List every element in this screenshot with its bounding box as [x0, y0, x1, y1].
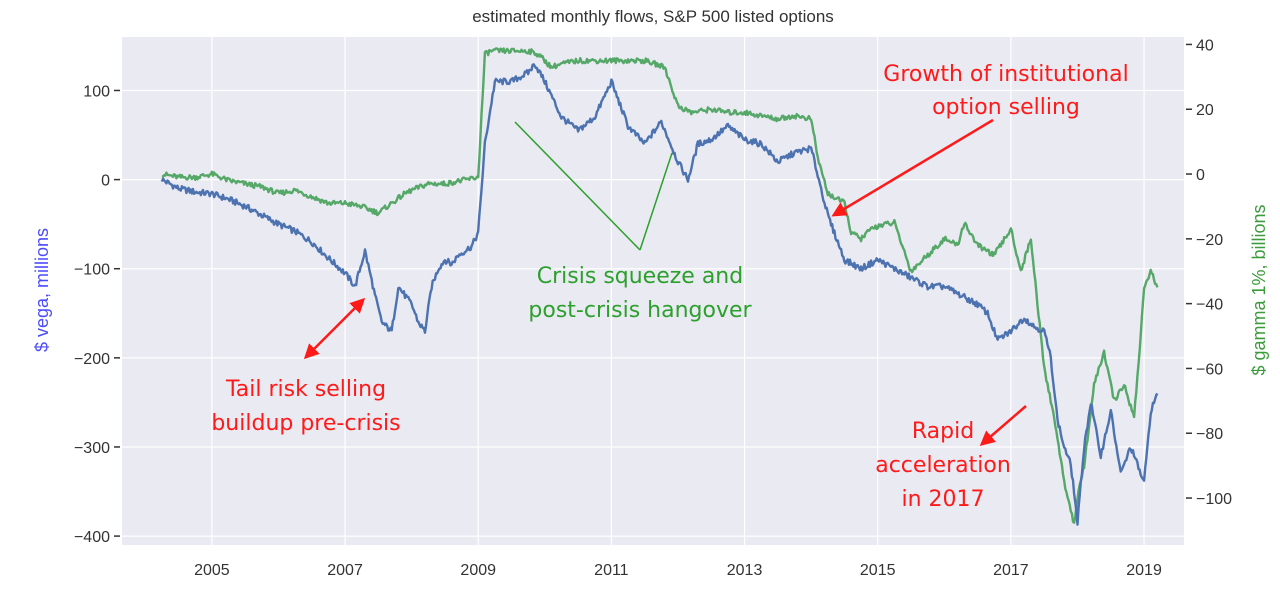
x-tick-label: 2017 — [993, 562, 1029, 579]
x-tick-label: 2005 — [194, 562, 230, 579]
annotation-rapid-line3: in 2017 — [901, 487, 984, 512]
chart-title: estimated monthly flows, S&P 500 listed … — [472, 7, 834, 26]
y-right-tick-label: −100 — [1196, 491, 1232, 508]
y-left-tick-label: 0 — [101, 173, 110, 190]
x-tick-label: 2007 — [327, 562, 363, 579]
y-right-tick-label: −60 — [1196, 361, 1223, 378]
y-right-tick-label: −20 — [1196, 232, 1223, 249]
y-left-tick-label: −300 — [74, 440, 110, 457]
annotation-crisis-line-right — [639, 152, 673, 251]
annotation-tail-risk-line2: buildup pre-crisis — [211, 411, 400, 436]
annotation-institutional: Growth of institutional option selling — [831, 62, 1129, 217]
annotation-tail-risk-arrow — [303, 297, 366, 360]
y-left-axis-label: $ vega, millions — [32, 228, 52, 352]
annotation-crisis: Crisis squeeze and post-crisis hangover — [514, 121, 753, 323]
annotation-institutional-line1: Growth of institutional — [883, 62, 1128, 87]
annotation-tail-risk: Tail risk selling buildup pre-crisis — [211, 297, 401, 436]
annotation-crisis-line2: post-crisis hangover — [528, 298, 752, 323]
y-right-tick-label: −80 — [1196, 426, 1223, 443]
x-tick-label: 2009 — [460, 562, 496, 579]
annotation-crisis-line1: Crisis squeeze and — [537, 264, 743, 289]
y-left-tick-label: 100 — [83, 83, 110, 100]
gamma-series-line — [161, 47, 1159, 524]
x-tick-label: 2011 — [594, 562, 629, 579]
annotation-institutional-arrow — [831, 118, 994, 217]
y-right-tick-label: 0 — [1196, 167, 1205, 184]
y-left-tick-label: −100 — [74, 262, 110, 279]
y-left-tick-label: −200 — [74, 351, 110, 368]
y-right-tick-label: −40 — [1196, 297, 1223, 314]
y-right-axis-label: $ gamma 1%, billions — [1249, 204, 1269, 375]
annotation-rapid-arrow — [979, 405, 1027, 446]
x-tick-label: 2013 — [727, 562, 763, 579]
annotation-rapid-line2: acceleration — [875, 453, 1011, 478]
plot-area — [122, 37, 1184, 545]
y-right-tick-label: 20 — [1196, 102, 1214, 119]
annotation-crisis-line-left — [514, 121, 641, 251]
series-layer — [160, 47, 1159, 526]
y-right-tick-label: 40 — [1196, 37, 1214, 54]
annotation-rapid: Rapid acceleration in 2017 — [875, 405, 1027, 512]
annotation-tail-risk-line1: Tail risk selling — [225, 377, 386, 402]
annotation-institutional-line2: option selling — [932, 95, 1080, 120]
y-left-tick-label: −400 — [74, 529, 110, 546]
x-tick-label: 2015 — [860, 562, 896, 579]
grid-lines — [122, 37, 1184, 545]
annotation-rapid-line1: Rapid — [912, 419, 974, 444]
x-tick-label: 2019 — [1126, 562, 1162, 579]
axes-layer: 2005 2007 2009 2011 2013 2015 2017 2019 100 0 −100… — [74, 37, 1232, 579]
vega-series-line — [160, 63, 1159, 526]
